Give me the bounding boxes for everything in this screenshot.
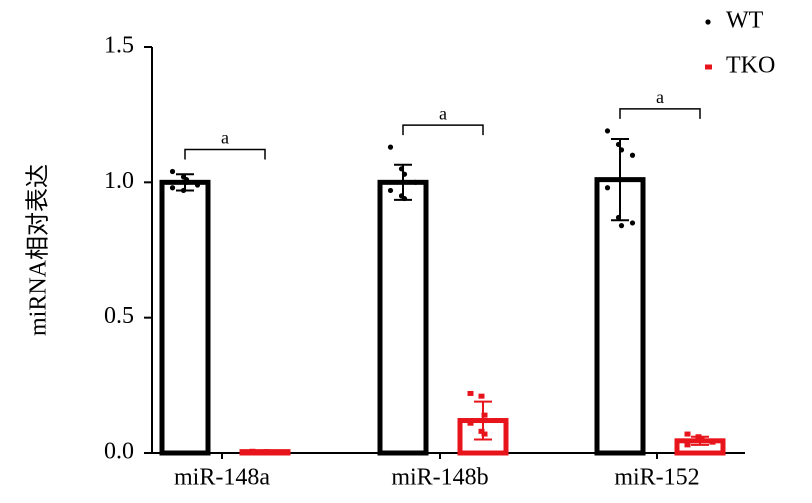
- bar: [377, 179, 429, 456]
- data-point: [412, 179, 419, 185]
- data-point: [684, 442, 691, 448]
- error-bar: [611, 138, 629, 222]
- data-point: [478, 428, 485, 434]
- data-point: [387, 144, 394, 150]
- x-tick-label: miR-148b: [391, 465, 488, 491]
- data-point: [629, 152, 636, 158]
- data-point: [274, 449, 281, 455]
- y-axis-label: miRNA相对表达: [25, 164, 52, 336]
- data-point: [481, 431, 488, 437]
- significance-label: a: [656, 87, 664, 107]
- legend-label: TKO: [726, 53, 775, 79]
- y-tick-label: 0.0: [104, 439, 134, 465]
- legend-label: WT: [726, 8, 764, 34]
- data-point: [709, 439, 716, 445]
- y-tick-label: 1.5: [104, 33, 134, 59]
- data-point: [618, 223, 625, 229]
- data-point: [401, 195, 408, 202]
- bar: [159, 179, 211, 456]
- data-point: [478, 393, 485, 399]
- data-point: [263, 449, 270, 455]
- data-point: [194, 182, 201, 188]
- data-point: [481, 412, 488, 418]
- data-point: [467, 420, 474, 426]
- data-point: [401, 171, 408, 177]
- data-point: [169, 168, 176, 175]
- data-point: [467, 390, 474, 396]
- significance-label: a: [221, 128, 229, 148]
- significance-bracket: [184, 148, 266, 160]
- data-point: [492, 418, 499, 424]
- data-point: [169, 185, 176, 191]
- bar: [594, 177, 646, 456]
- data-point: [684, 431, 691, 437]
- significance-label: a: [439, 103, 447, 123]
- legend-marker: [705, 64, 712, 70]
- data-point: [629, 220, 636, 226]
- data-point: [695, 434, 702, 440]
- data-point: [615, 141, 622, 148]
- data-point: [180, 187, 187, 194]
- data-point: [615, 214, 622, 221]
- y-tick-label: 0.5: [104, 303, 134, 329]
- data-point: [604, 185, 611, 191]
- x-tick-label: miR-148a: [174, 465, 270, 491]
- data-point: [183, 179, 190, 185]
- data-point: [387, 187, 394, 194]
- significance-bracket: [402, 124, 484, 136]
- x-tick-label: miR-152: [614, 465, 699, 491]
- legend-marker: [705, 19, 711, 25]
- y-tick-label: 1.0: [104, 168, 134, 194]
- data-point: [698, 436, 705, 442]
- data-point: [249, 448, 256, 454]
- significance-bracket: [619, 108, 701, 119]
- data-point: [604, 128, 611, 134]
- data-point: [618, 147, 625, 153]
- data-point: [398, 166, 405, 172]
